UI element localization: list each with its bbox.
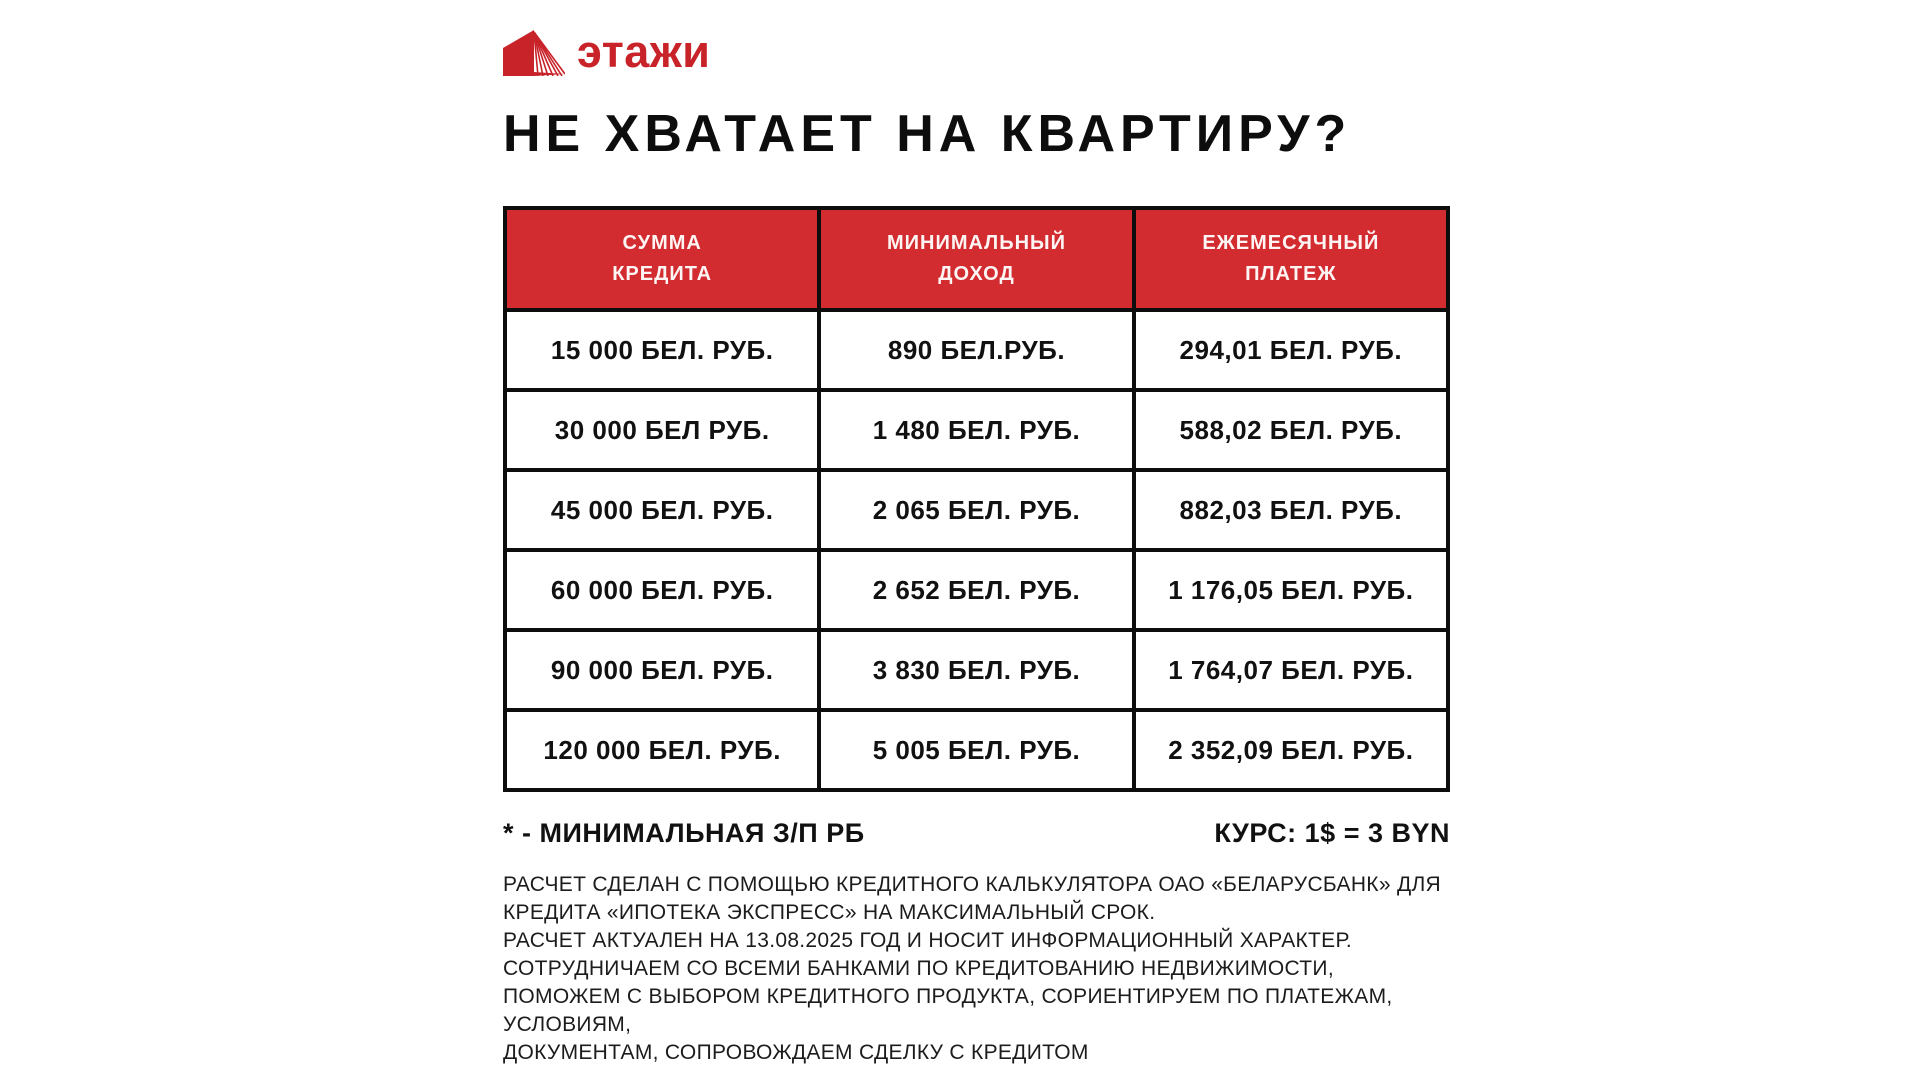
table-row: 15 000 БЕЛ. РУБ. 890 БЕЛ.РУБ. 294,01 БЕЛ… [502,308,1451,392]
footnote-exchange-rate: КУРС: 1$ = 3 BYN [1214,818,1450,848]
column-header-min-income: МИНИМАЛЬНЫЙ ДОХОД [817,206,1136,312]
table-cell: 15 000 БЕЛ. РУБ. [502,308,822,392]
table-cell: 2 352,09 БЕЛ. РУБ. [1131,708,1451,792]
table-cell: 120 000 БЕЛ. РУБ. [502,708,822,792]
table-cell: 1 764,07 БЕЛ. РУБ. [1131,628,1451,712]
table-cell: 45 000 БЕЛ. РУБ. [502,468,822,552]
table-cell: 1 176,05 БЕЛ. РУБ. [1131,548,1451,632]
table-row: 60 000 БЕЛ. РУБ. 2 652 БЕЛ. РУБ. 1 176,0… [502,548,1451,632]
table-cell: 3 830 БЕЛ. РУБ. [817,628,1136,712]
table-row: 120 000 БЕЛ. РУБ. 5 005 БЕЛ. РУБ. 2 352,… [502,708,1451,792]
credit-table: СУММА КРЕДИТА МИНИМАЛЬНЫЙ ДОХОД ЕЖЕМЕСЯЧ… [502,206,1451,792]
brand-logo-text: этажи [577,25,711,77]
brand-logo: этажи [503,28,1450,78]
table-row: 90 000 БЕЛ. РУБ. 3 830 БЕЛ. РУБ. 1 764,0… [502,628,1451,712]
column-header-credit-sum: СУММА КРЕДИТА [502,206,822,312]
table-cell: 2 652 БЕЛ. РУБ. [817,548,1136,632]
table-cell: 2 065 БЕЛ. РУБ. [817,468,1136,552]
table-cell: 588,02 БЕЛ. РУБ. [1131,388,1451,472]
house-fan-icon [503,30,565,76]
page-title: НЕ ХВАТАЕТ НА КВАРТИРУ? [503,105,1352,163]
infographic-content: этажи НЕ ХВАТАЕТ НА КВАРТИРУ? СУММА КРЕД… [502,0,1451,1067]
table-row: 45 000 БЕЛ. РУБ. 2 065 БЕЛ. РУБ. 882,03 … [502,468,1451,552]
table-cell: 890 БЕЛ.РУБ. [817,308,1136,392]
table-cell: 882,03 БЕЛ. РУБ. [1131,468,1451,552]
table-header-row: СУММА КРЕДИТА МИНИМАЛЬНЫЙ ДОХОД ЕЖЕМЕСЯЧ… [502,206,1451,312]
table-cell: 90 000 БЕЛ. РУБ. [502,628,822,712]
table-cell: 30 000 БЕЛ РУБ. [502,388,822,472]
disclaimer-text: РАСЧЕТ СДЕЛАН С ПОМОЩЬЮ КРЕДИТНОГО КАЛЬК… [503,873,1442,1064]
footnote-min-salary: * - МИНИМАЛЬНАЯ З/П РБ [503,818,865,848]
table-cell: 5 005 БЕЛ. РУБ. [817,708,1136,792]
table-row: 30 000 БЕЛ РУБ. 1 480 БЕЛ. РУБ. 588,02 Б… [502,388,1451,472]
footnote-row: * - МИНИМАЛЬНАЯ З/П РБ КУРС: 1$ = 3 BYN [503,818,1450,849]
column-header-monthly-payment: ЕЖЕМЕСЯЧНЫЙ ПЛАТЕЖ [1131,206,1451,312]
table-cell: 60 000 БЕЛ. РУБ. [502,548,822,632]
table-cell: 1 480 БЕЛ. РУБ. [817,388,1136,472]
table-cell: 294,01 БЕЛ. РУБ. [1131,308,1451,392]
